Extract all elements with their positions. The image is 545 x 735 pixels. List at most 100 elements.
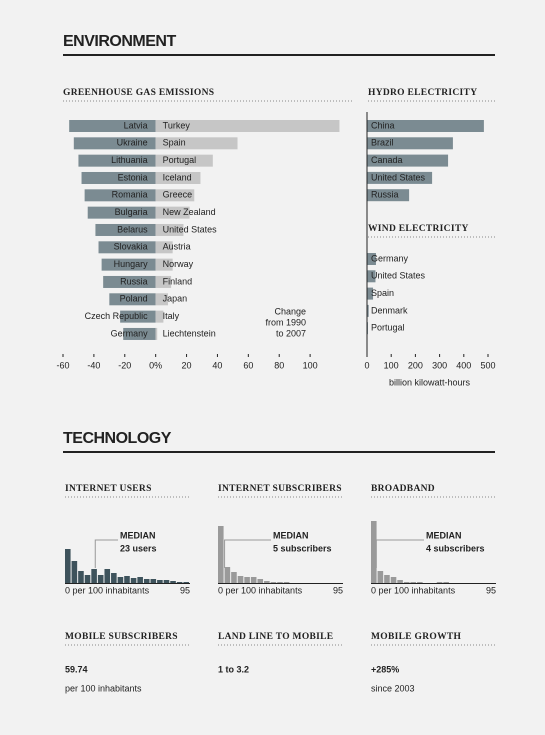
bar (155, 310, 164, 323)
stat-note: since 2003 (371, 683, 415, 693)
histogram-bar (403, 582, 410, 583)
category-label: Italy (163, 311, 180, 321)
histogram-bar (71, 561, 78, 583)
category-label: Poland (120, 294, 148, 304)
histogram-bar (244, 577, 250, 583)
bar (87, 206, 156, 219)
median-leader (94, 539, 118, 568)
bar (95, 223, 156, 236)
median-leader (224, 539, 271, 568)
category-label: New Zealand (163, 207, 216, 217)
median-label: 5 subscribers (273, 543, 332, 553)
histogram-bar (250, 577, 257, 583)
histogram-bar (264, 581, 270, 583)
chart-title: WIND ELECTRICITY (368, 224, 469, 234)
bar (367, 137, 453, 150)
category-label: Latvia (124, 120, 148, 130)
x-tick-label: 500 (480, 360, 495, 370)
chart-title: BROADBAND (371, 484, 435, 494)
category-label: Greece (163, 190, 193, 200)
category-label: United States (371, 271, 426, 281)
bar (367, 120, 484, 132)
histogram-bar (257, 579, 264, 583)
bar (69, 120, 156, 132)
bar (155, 258, 173, 271)
median-leader (375, 539, 424, 568)
histogram-bar (390, 577, 397, 583)
x-tick-label: 80 (274, 360, 284, 370)
bar (81, 171, 156, 184)
bar (109, 293, 156, 306)
chart-title: MOBILE SUBSCRIBERS (65, 632, 178, 642)
stat-value: 59.74 (65, 664, 88, 674)
category-label: China (371, 120, 395, 130)
category-label: Russia (371, 190, 399, 200)
x-tick-label: 100 (384, 360, 399, 370)
histogram-bar (283, 582, 290, 583)
bar (367, 154, 449, 167)
x-tick-label: -40 (87, 360, 100, 370)
x-tick-label: 200 (408, 360, 423, 370)
chart-title: HYDRO ELECTRICITY (368, 88, 477, 98)
category-label: Japan (163, 294, 188, 304)
bar (123, 327, 156, 340)
bar (84, 189, 156, 202)
x-tick-label: 0 per 100 inhabitants (65, 585, 150, 595)
annotation: to 2007 (276, 328, 306, 338)
category-label: Portugal (163, 155, 197, 165)
median-title: MEDIAN (120, 530, 156, 540)
histogram-bar (137, 577, 143, 583)
category-label: Brazil (371, 138, 394, 148)
x-tick-label: 95 (333, 585, 343, 595)
histogram-bar (183, 582, 189, 583)
histogram-bar (97, 575, 104, 583)
category-label: Estonia (118, 172, 148, 182)
x-tick-label: 0 per 100 inhabitants (218, 585, 303, 595)
bar (155, 223, 184, 236)
category-label: Czech Republic (85, 311, 149, 321)
chart-title: INTERNET SUBSCRIBERS (218, 484, 342, 494)
histogram-bar (417, 582, 423, 583)
category-label: Bulgaria (115, 207, 148, 217)
x-tick-label: 95 (486, 585, 496, 595)
x-tick-label: 400 (456, 360, 471, 370)
bar (367, 253, 376, 265)
category-label: Spain (371, 288, 394, 298)
section-title: TECHNOLOGY (63, 430, 172, 447)
histogram-bar (150, 579, 157, 583)
x-tick-label: 100 (303, 360, 318, 370)
histogram-bar (176, 582, 183, 583)
bar (103, 275, 156, 288)
bar (367, 171, 433, 184)
bar (155, 120, 340, 132)
histogram-bar (371, 521, 377, 583)
histogram-bar (130, 578, 137, 583)
histogram-bar (237, 576, 244, 583)
bar (155, 171, 201, 184)
annotation: from 1990 (265, 317, 306, 327)
bar (73, 137, 156, 150)
histogram-bar (104, 569, 111, 583)
category-label: Lithuania (111, 155, 148, 165)
histogram-bar (157, 580, 163, 583)
histogram-bar (218, 526, 224, 583)
category-label: Germany (111, 328, 149, 338)
histogram-bar (163, 580, 170, 583)
bar (98, 241, 156, 254)
section-title: ENVIRONMENT (63, 33, 176, 50)
category-label: Canada (371, 155, 403, 165)
bar (155, 206, 190, 219)
category-label: Iceland (163, 172, 192, 182)
histogram-bar (91, 569, 97, 583)
histogram-bar (231, 572, 237, 583)
category-label: Norway (163, 259, 194, 269)
histogram-bar (277, 582, 283, 583)
x-tick-label: 20 (182, 360, 192, 370)
stat-value: 1 to 3.2 (218, 664, 249, 674)
x-tick-label: 0 per 100 inhabitants (371, 585, 456, 595)
histogram-bar (65, 549, 71, 583)
bar (155, 189, 195, 202)
category-label: Slovakia (114, 242, 148, 252)
x-tick-label: 95 (180, 585, 190, 595)
